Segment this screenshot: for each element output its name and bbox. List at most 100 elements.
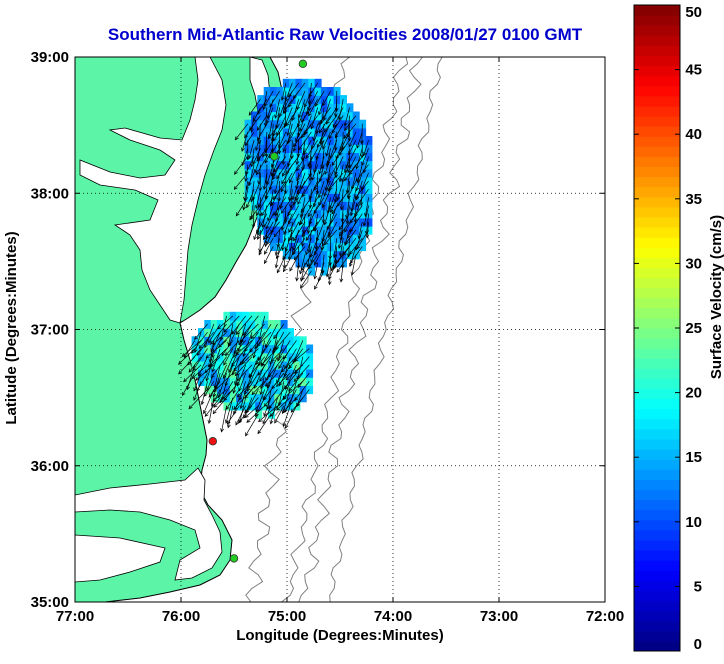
colorbar-segment — [634, 76, 680, 87]
colorbar-segment — [634, 146, 680, 157]
velocity-cell — [340, 95, 347, 104]
colorbar-tick-label-9: 45 — [685, 62, 702, 79]
colorbar-segment — [634, 126, 680, 137]
colorbar-segment — [634, 358, 680, 369]
colorbar-segment — [634, 308, 680, 319]
velocity-cell — [346, 103, 353, 112]
x-tick-label-2: 75:00 — [268, 608, 306, 625]
velocity-cell — [346, 120, 353, 129]
y-tick-label-3: 38:00 — [31, 185, 69, 202]
station-marker-1 — [270, 153, 278, 161]
velocity-cell — [296, 177, 303, 186]
velocity-cell — [211, 320, 218, 329]
velocity-cell — [365, 144, 372, 153]
colorbar-segment — [634, 611, 680, 622]
colorbar-segment — [634, 580, 680, 591]
velocity-cell — [243, 320, 250, 329]
station-marker-3 — [230, 555, 238, 563]
colorbar-segment — [634, 368, 680, 379]
velocity-cell — [274, 385, 281, 394]
velocity-cell — [306, 353, 313, 362]
colorbar-segment — [634, 66, 680, 77]
velocity-cell — [359, 128, 366, 137]
colorbar-segment — [634, 45, 680, 56]
velocity-cell — [353, 144, 360, 153]
colorbar-segment — [634, 167, 680, 178]
colorbar-segment — [634, 237, 680, 248]
colorbar-segment — [634, 409, 680, 420]
colorbar-segment — [634, 540, 680, 551]
y-tick-label-2: 37:00 — [31, 322, 69, 339]
velocity-cell — [198, 328, 205, 337]
velocity-cell — [327, 95, 334, 104]
colorbar-segment — [634, 550, 680, 561]
y-axis-label: Latitude (Degrees:Minutes) — [3, 231, 20, 424]
velocity-cell — [306, 369, 313, 378]
velocity-cell — [321, 259, 328, 268]
x-tick-label-5: 72:00 — [586, 608, 624, 625]
y-tick-label-4: 39:00 — [31, 49, 69, 66]
colorbar-tick-label-10: 50 — [685, 4, 702, 21]
colorbar-segment — [634, 530, 680, 541]
velocity-cell — [289, 79, 296, 88]
x-tick-label-4: 73:00 — [480, 608, 518, 625]
colorbar-segment — [634, 590, 680, 601]
velocity-cell — [353, 120, 360, 129]
velocity-cell — [270, 242, 277, 251]
velocity-cell — [315, 234, 322, 243]
colorbar-segment — [634, 278, 680, 289]
velocity-cell — [283, 79, 290, 88]
colorbar-segment — [634, 257, 680, 268]
colorbar-tick-label-6: 30 — [685, 255, 702, 272]
velocity-cell — [249, 312, 256, 321]
colorbar-segment — [634, 570, 680, 581]
velocity-cell — [353, 112, 360, 121]
x-tick-label-3: 74:00 — [374, 608, 412, 625]
colorbar-segment — [634, 288, 680, 299]
velocity-cell — [302, 87, 309, 96]
colorbar-segment — [634, 96, 680, 107]
velocity-cell — [245, 120, 252, 129]
velocity-cell — [281, 336, 288, 345]
colorbar-segment — [634, 116, 680, 127]
colorbar-tick-label-4: 20 — [685, 385, 702, 402]
colorbar-segment — [634, 641, 680, 652]
colorbar-segment — [634, 560, 680, 571]
y-tick-label-1: 36:00 — [31, 458, 69, 475]
colorbar-tick-label-5: 25 — [685, 320, 702, 337]
colorbar-segment — [634, 490, 680, 501]
velocity-cell — [255, 312, 262, 321]
colorbar-segment — [634, 217, 680, 228]
colorbar-segment — [634, 399, 680, 410]
colorbar-segment — [634, 247, 680, 258]
x-axis-label: Longitude (Degrees:Minutes) — [236, 627, 444, 644]
velocity-cell — [251, 136, 258, 145]
station-marker-2 — [209, 437, 217, 445]
colorbar-segment — [634, 479, 680, 490]
colorbar-segment — [634, 449, 680, 460]
colorbar-segment — [634, 318, 680, 329]
colorbar-segment — [634, 35, 680, 46]
colorbar-tick-label-3: 15 — [685, 449, 702, 466]
colorbar-segment — [634, 389, 680, 400]
colorbar-segment — [634, 338, 680, 349]
colorbar-segment — [634, 15, 680, 26]
colorbar-segment — [634, 156, 680, 167]
velocity-cell — [276, 234, 283, 243]
colorbar-segment — [634, 298, 680, 309]
velocity-cell — [365, 136, 372, 145]
colorbar-tick-label-1: 5 — [694, 578, 702, 595]
colorbar-segment — [634, 207, 680, 218]
velocity-cell — [334, 136, 341, 145]
velocity-cell — [262, 312, 269, 321]
velocity-cell — [315, 152, 322, 161]
velocity-cell — [204, 320, 211, 329]
colorbar-tick-label-0: 0 — [694, 636, 702, 653]
colorbar-segment — [634, 55, 680, 66]
velocity-cell — [340, 152, 347, 161]
velocity-cell — [353, 169, 360, 178]
velocity-arrow — [362, 124, 363, 144]
colorbar-segment — [634, 136, 680, 147]
